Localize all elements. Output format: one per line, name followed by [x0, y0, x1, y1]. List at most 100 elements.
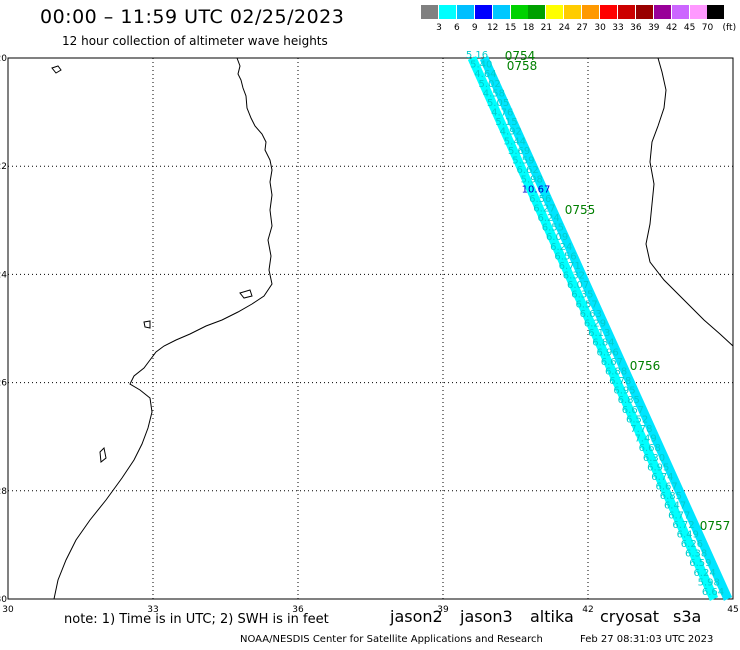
swh-label: 6.74	[651, 472, 673, 483]
swh-label: 6.85	[660, 491, 682, 502]
map-subtitle: 12 hour collection of altimeter wave hei…	[62, 34, 328, 48]
swh-label: 6.24	[693, 568, 715, 579]
time-label: 0758	[507, 59, 538, 73]
colorbar-unit: (ft)	[722, 23, 737, 33]
swh-label: 5.59	[512, 155, 534, 166]
swh-label: 6.29	[584, 319, 606, 330]
swh-label: 6.78	[609, 376, 631, 387]
timestamp-text: Feb 27 08:31:03 UTC 2023	[580, 634, 714, 645]
colorbar-label: 70	[701, 23, 714, 33]
swh-label: 6.35	[571, 290, 593, 301]
colorbar-label: 15	[504, 23, 517, 33]
satellite-jason3: jason3	[460, 607, 513, 626]
swh-label: 6.56	[554, 251, 576, 262]
colorbar-label: 39	[648, 23, 660, 33]
colorbar-swatch	[456, 5, 474, 19]
swh-label: 6.52	[626, 414, 648, 425]
island-outline	[51, 65, 62, 74]
colorbar-swatch	[635, 5, 653, 19]
swh-label: 6.95	[613, 386, 635, 397]
lon-tick-label: 42	[582, 605, 593, 615]
time-label: 0754	[505, 49, 536, 63]
swh-label: 5.44	[504, 136, 526, 147]
colorbar-swatch	[528, 5, 546, 19]
swh-label: 5.69	[508, 146, 530, 157]
colorbar-label: 30	[594, 23, 606, 33]
swh-label: 6.68	[639, 443, 661, 454]
lat-tick-label: -28	[0, 487, 7, 497]
credit-text: NOAA/NESDIS Center for Satellite Applica…	[240, 634, 543, 645]
colorbar-swatch	[600, 5, 617, 19]
colorbar-label: 45	[683, 23, 696, 33]
swh-label: 5.05	[487, 98, 509, 109]
swh-label: 6.77	[668, 510, 690, 521]
swh-label: 5.02	[479, 79, 501, 90]
swh-label: 6.85	[618, 395, 640, 406]
colorbar-swatch	[564, 5, 582, 19]
swh-label: 6.09	[546, 232, 568, 243]
colorbar-label: 12	[486, 23, 499, 33]
lat-tick-label: -24	[0, 270, 7, 280]
colorbar-swatch	[582, 5, 600, 19]
swh-label: 4.92	[500, 127, 522, 138]
satellite-s3a: s3a	[673, 607, 702, 626]
swh-label: 6.56	[529, 194, 551, 205]
track-band	[467, 56, 719, 601]
swh-label: 6.62	[516, 165, 538, 176]
satellite-cryosat: cryosat	[600, 607, 660, 626]
lat-tick-label: -22	[0, 162, 7, 172]
swh-label: 6.71	[559, 261, 581, 272]
swh-label: 6.95	[647, 462, 669, 473]
lon-tick-label: 33	[147, 605, 158, 615]
swh-label: 6.67	[622, 405, 644, 416]
lat-tick-label: -20	[0, 54, 7, 64]
colorbar-label: 21	[540, 23, 553, 33]
lat-tick-label: -26	[0, 379, 7, 389]
colorbar-swatch	[707, 5, 725, 19]
madagascar-coastline	[645, 57, 734, 347]
swh-label: 4.58	[483, 88, 505, 99]
satellite-jason2: jason2	[390, 607, 443, 626]
swh-label: 7.49	[634, 434, 656, 445]
swh-label: 6.64	[702, 587, 724, 598]
colorbar-label: 9	[471, 23, 478, 33]
swh-label: 6.96	[597, 347, 619, 358]
swh-label: 6.32	[563, 271, 585, 282]
swh-label: 4.64	[474, 69, 496, 80]
island-outline	[143, 320, 151, 329]
colorbar-label: 18	[522, 23, 535, 33]
swh-label: 6.67	[656, 482, 678, 493]
colorbar-label: 6	[454, 23, 460, 33]
colorbar-label: 27	[576, 23, 588, 33]
swh-label: 6.24	[538, 213, 560, 224]
colorbar-swatch	[671, 5, 689, 19]
swh-label: 4.76	[491, 108, 513, 119]
swh-label: 6.57	[575, 299, 597, 310]
colorbar-swatch	[510, 5, 528, 19]
island-outline	[239, 289, 253, 299]
colorbar-label: 36	[630, 23, 642, 33]
swh-label: 5.98	[698, 577, 720, 588]
colorbar-swatch	[689, 5, 707, 19]
swh-label: 10.67	[522, 184, 551, 195]
lon-tick-label: 30	[2, 605, 14, 615]
colorbar-swatch	[653, 5, 671, 19]
map-title: 00:00 – 11:59 UTC 02/25/2023	[40, 6, 345, 28]
time-label: 0756	[630, 359, 661, 373]
swh-label: 6.49	[677, 529, 699, 540]
lon-tick-label: 36	[292, 605, 304, 615]
swh-label: 7.78	[630, 424, 652, 435]
swh-label: 6.30	[643, 453, 665, 464]
swh-label: 6.59	[689, 558, 711, 569]
colorbar-swatch	[492, 5, 510, 19]
footer-note: note: 1) Time is in UTC; 2) SWH is in fe…	[64, 612, 329, 627]
swh-label: 6.88	[605, 366, 627, 377]
swh-label: 6.27	[533, 203, 555, 214]
swh-label: 6.55	[542, 223, 564, 234]
satellite-altika: altika	[530, 607, 574, 626]
swh-label: 5.15	[495, 117, 517, 128]
colorbar-label: 33	[612, 23, 624, 33]
colorbar-label: 3	[436, 23, 442, 33]
swh-label: 6.72	[672, 520, 694, 531]
